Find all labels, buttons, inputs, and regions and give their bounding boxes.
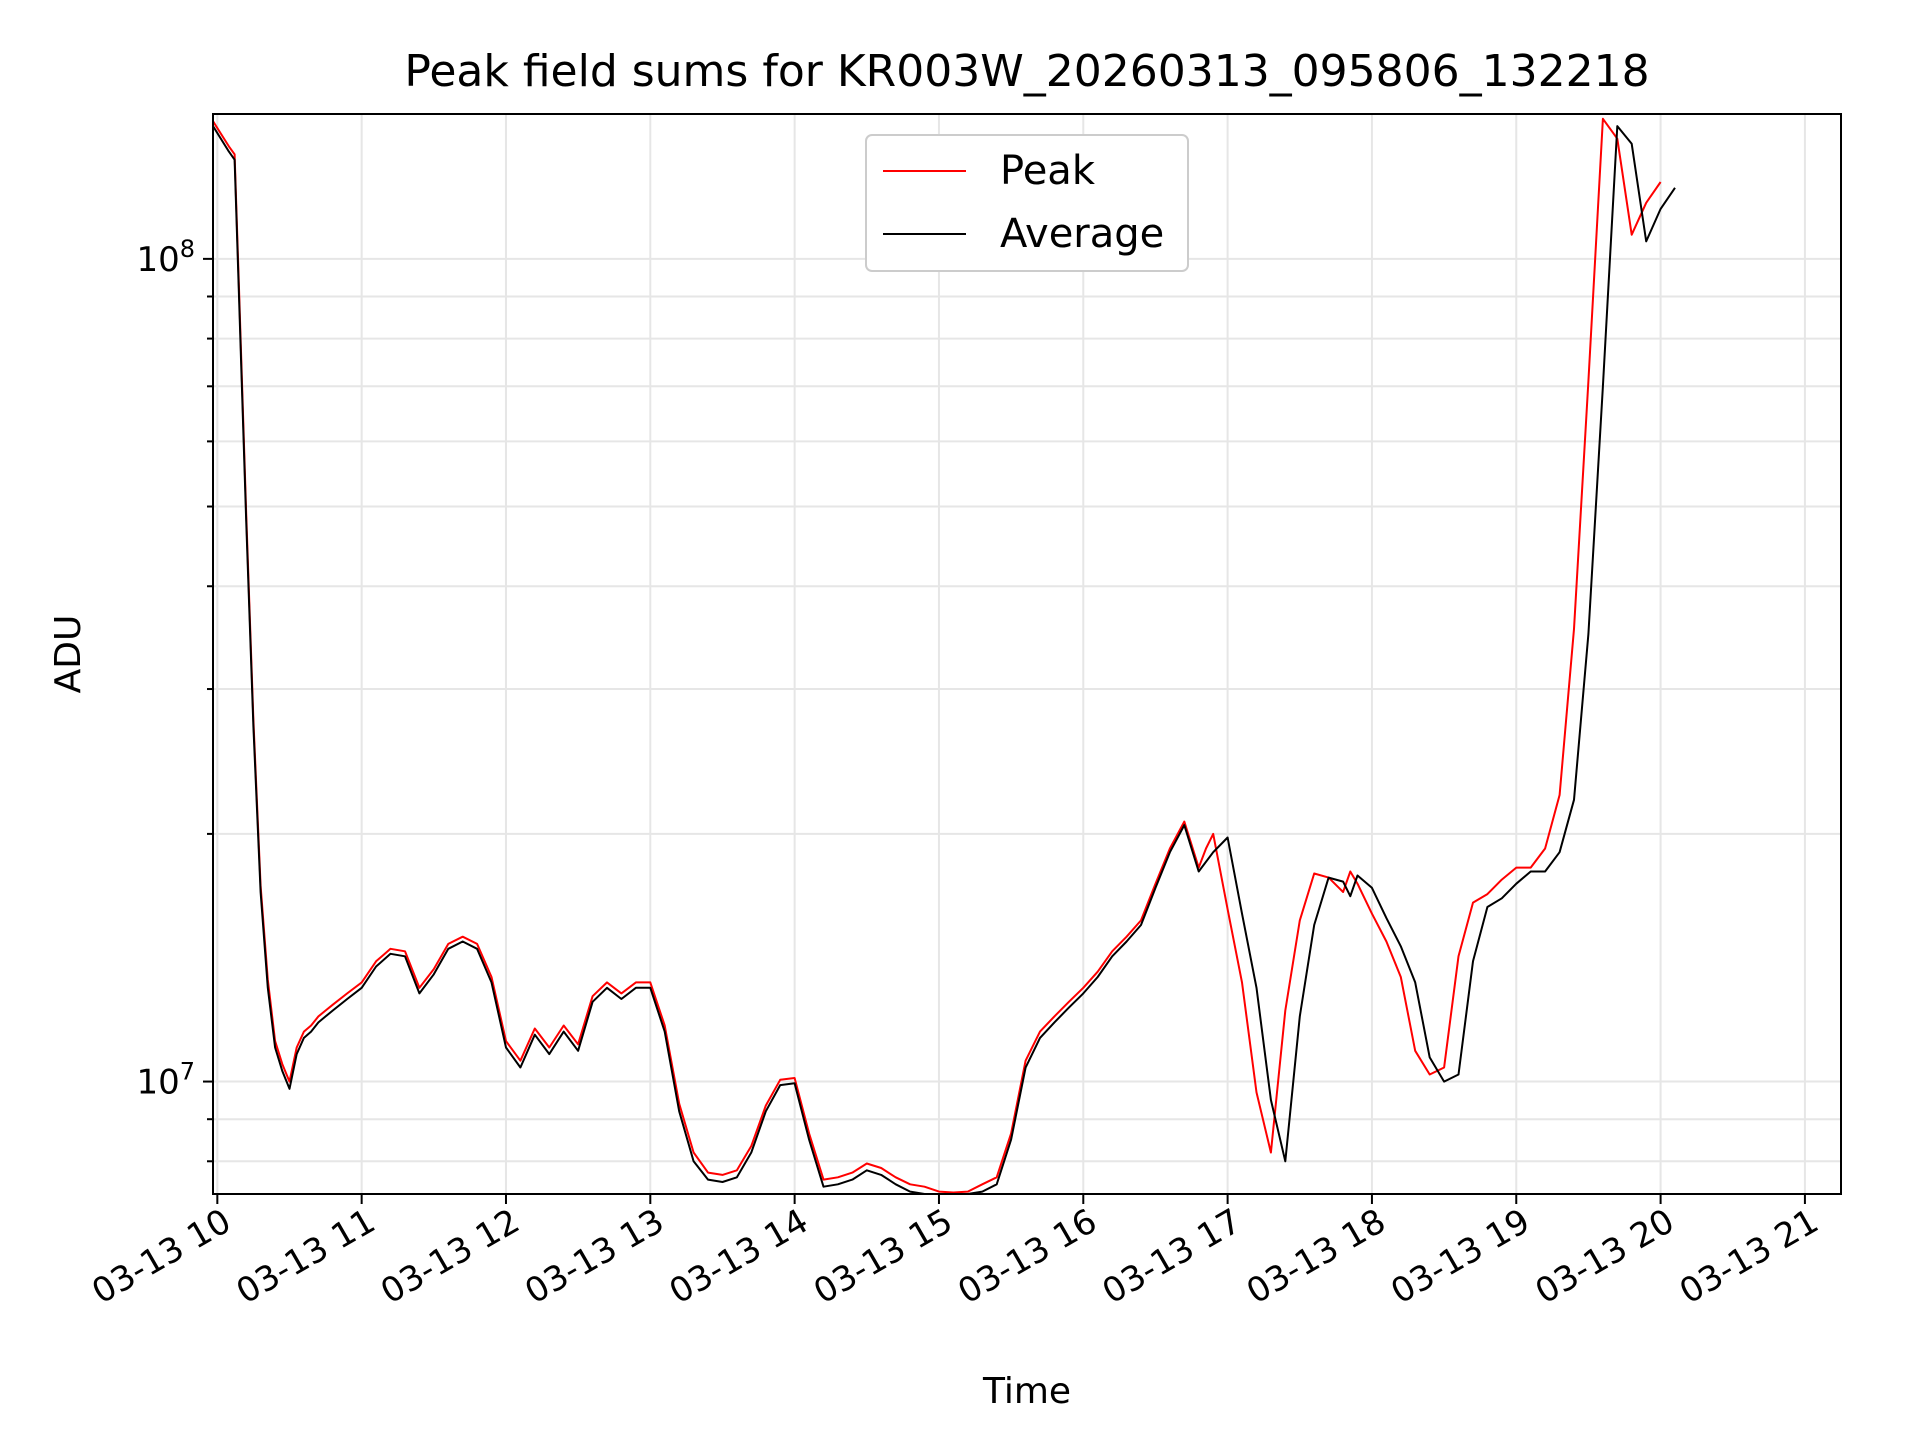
y-tick-base: 10 bbox=[136, 240, 179, 280]
y-tick-exponent: 7 bbox=[180, 1058, 195, 1086]
y-axis-label: ADU bbox=[48, 615, 89, 694]
series-line-peak bbox=[212, 117, 1662, 1194]
grid bbox=[213, 114, 1841, 1194]
plot-frame bbox=[212, 113, 1842, 1195]
y-tick-label: 107 bbox=[136, 1058, 195, 1103]
legend-label-average: Average bbox=[1000, 211, 1164, 257]
y-tick-label: 108 bbox=[136, 235, 195, 280]
x-axis-label: Time bbox=[982, 1371, 1071, 1412]
legend-box bbox=[865, 134, 1189, 272]
series-line-average bbox=[212, 125, 1676, 1195]
chart-title: Peak field sums for KR003W_20260313_0958… bbox=[404, 46, 1649, 97]
legend: Peak Average bbox=[865, 134, 1189, 272]
y-tick-exponent: 8 bbox=[180, 235, 195, 263]
legend-label-peak: Peak bbox=[1000, 148, 1096, 194]
y-tick-base: 10 bbox=[136, 1063, 179, 1103]
plot-series bbox=[212, 117, 1676, 1195]
